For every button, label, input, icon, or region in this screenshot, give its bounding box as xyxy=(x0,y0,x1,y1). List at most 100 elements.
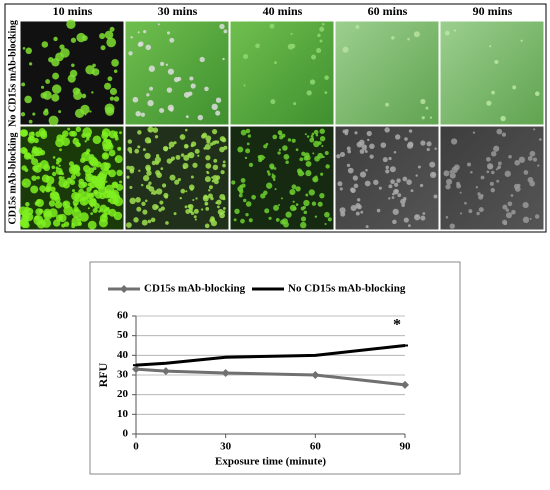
cell xyxy=(55,214,63,222)
cell xyxy=(283,154,290,160)
cell xyxy=(410,189,414,193)
cell xyxy=(173,212,177,216)
cell xyxy=(319,39,323,43)
cell xyxy=(154,156,162,163)
cell xyxy=(137,145,141,149)
cell xyxy=(324,211,330,218)
cell xyxy=(356,141,363,148)
legend-label: No CD15s mAb-blocking xyxy=(288,283,406,295)
cell xyxy=(53,36,58,42)
cell xyxy=(208,189,211,192)
cell xyxy=(89,110,92,113)
cell xyxy=(101,212,108,219)
cell xyxy=(305,193,309,197)
cell xyxy=(87,220,97,230)
cell xyxy=(431,172,436,176)
cell xyxy=(78,178,85,185)
cell xyxy=(84,140,87,143)
cell xyxy=(467,162,472,167)
cell xyxy=(355,24,360,29)
cell xyxy=(496,128,503,135)
cell xyxy=(85,170,92,177)
cell xyxy=(389,166,396,173)
cell xyxy=(129,185,133,189)
cell xyxy=(380,142,387,148)
cell xyxy=(98,218,108,228)
cell xyxy=(270,99,276,105)
cell xyxy=(313,178,317,181)
cell xyxy=(408,129,413,133)
cell xyxy=(203,147,207,150)
cell xyxy=(514,160,520,166)
cell xyxy=(159,200,164,205)
cell xyxy=(88,197,97,206)
cell xyxy=(72,138,80,145)
cell xyxy=(238,193,243,198)
cell xyxy=(255,43,260,49)
cell xyxy=(251,194,256,200)
cell xyxy=(199,56,205,63)
cell xyxy=(434,147,437,151)
cell xyxy=(477,192,481,196)
cell xyxy=(317,33,321,38)
cell xyxy=(260,193,266,199)
cell xyxy=(309,79,316,85)
cell xyxy=(313,140,320,148)
cell xyxy=(403,217,409,223)
cell xyxy=(293,102,297,106)
cell xyxy=(87,176,92,181)
cell xyxy=(185,144,189,149)
cell xyxy=(189,76,194,81)
cell xyxy=(300,216,307,222)
cell xyxy=(493,145,500,152)
cell xyxy=(74,193,83,202)
cell xyxy=(158,208,162,212)
cell xyxy=(289,204,297,212)
column-label: 30 mins xyxy=(158,4,198,18)
cell xyxy=(191,141,197,147)
cell xyxy=(200,208,204,211)
cell xyxy=(305,160,312,167)
cell xyxy=(155,188,163,195)
cell xyxy=(277,203,281,207)
cell xyxy=(104,184,115,195)
cell xyxy=(480,175,485,180)
cell xyxy=(278,132,282,136)
cell xyxy=(317,201,323,207)
cell xyxy=(100,208,103,211)
cell xyxy=(148,65,156,72)
cell xyxy=(339,151,346,158)
cell xyxy=(67,74,76,83)
cell xyxy=(355,211,360,216)
cell xyxy=(101,139,112,149)
cell xyxy=(39,185,46,192)
cell xyxy=(20,112,26,117)
cell xyxy=(119,131,122,135)
cell xyxy=(86,186,92,192)
cell xyxy=(273,167,277,170)
cell xyxy=(101,152,110,160)
cell xyxy=(500,115,506,122)
cell xyxy=(52,156,56,159)
cell xyxy=(222,197,226,201)
cell xyxy=(90,212,94,216)
cell xyxy=(129,197,136,205)
cell xyxy=(208,185,213,190)
cell xyxy=(46,175,50,180)
cell xyxy=(188,203,194,210)
cell xyxy=(126,222,132,228)
cell xyxy=(192,162,198,168)
cell xyxy=(194,148,200,154)
y-tick-label: 20 xyxy=(117,388,129,400)
cell xyxy=(98,210,101,213)
cell xyxy=(419,183,424,188)
cell xyxy=(415,174,418,177)
cell xyxy=(285,160,289,164)
cell xyxy=(72,189,76,193)
cell xyxy=(151,160,157,166)
cell xyxy=(480,194,484,198)
cell xyxy=(80,104,90,115)
cell xyxy=(108,169,117,178)
cell xyxy=(141,201,146,206)
cell xyxy=(385,102,390,107)
